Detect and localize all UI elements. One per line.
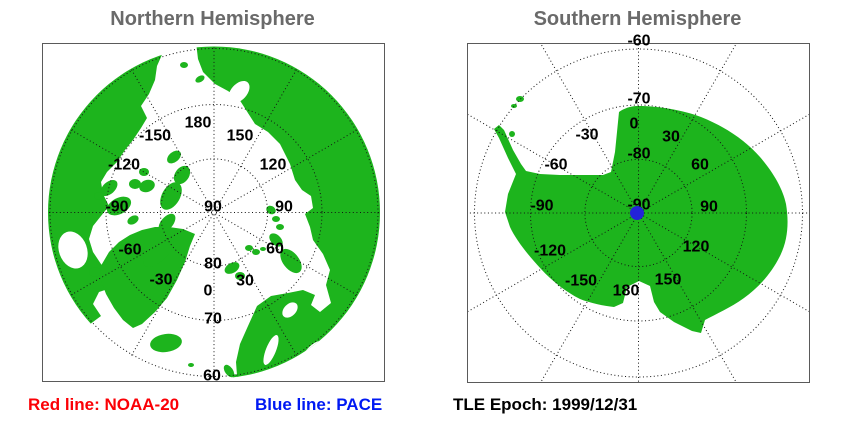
graticule-label: -60 <box>544 157 567 174</box>
legend-noaa20: Red line: NOAA-20 <box>28 395 180 414</box>
legend-pace: Blue line: PACE <box>255 395 383 414</box>
north-landmasses <box>48 46 380 379</box>
graticule-label: -150 <box>139 128 171 145</box>
graticule-label: 150 <box>655 272 682 289</box>
south-panel-title: Southern Hemisphere <box>533 8 742 30</box>
latitude-ring <box>530 104 747 322</box>
graticule-label: 180 <box>613 283 640 300</box>
graticule-label: -30 <box>575 127 598 144</box>
graticule-label: 60 <box>691 157 709 174</box>
graticule-label: 90 <box>204 199 222 216</box>
graticule-label: 60 <box>203 368 221 385</box>
north-hemisphere-map: 180 150 -150 120 -120 90 -90 60 -60 30 -30 0 90 80 70 6… <box>42 43 385 385</box>
graticule-label: -60 <box>118 242 141 259</box>
graticule-label: -90 <box>530 198 553 215</box>
graticule-label: -70 <box>627 91 650 108</box>
graticule-label: -60 <box>627 33 650 50</box>
graticule-label: 180 <box>185 115 212 132</box>
graticule <box>48 46 380 379</box>
graticule-label: -150 <box>565 273 597 290</box>
graticule-label: 60 <box>266 241 284 258</box>
graticule-label: 90 <box>275 199 293 216</box>
latitude-ring <box>159 158 269 267</box>
south-landmasses <box>494 96 788 333</box>
graticule-label: 0 <box>630 116 639 133</box>
landmass-arctic-islands <box>224 205 302 280</box>
landmass-antarctica <box>494 106 788 333</box>
graticule-label: -90 <box>105 199 128 216</box>
graticule-label: 120 <box>683 239 710 256</box>
latitude-ring <box>584 158 693 268</box>
tle-epoch: TLE Epoch: 1999/12/31 <box>453 395 638 414</box>
graticule-label: 150 <box>227 128 254 145</box>
landmass-greenland <box>100 227 195 328</box>
graticule-label: 30 <box>662 129 680 146</box>
graticule-label: -80 <box>627 146 650 163</box>
graticule-label: -30 <box>149 272 172 289</box>
graticule <box>468 44 809 382</box>
graticule-label: -120 <box>108 157 140 174</box>
landmass-eurasia <box>196 46 380 378</box>
north-panel-title: Northern Hemisphere <box>110 8 315 30</box>
pace-position-dot <box>630 206 644 220</box>
graticule-label: -120 <box>534 243 566 260</box>
graticule-label: 120 <box>260 157 287 174</box>
landmass-antarctic-islands <box>509 96 524 137</box>
graticule-label: 0 <box>204 283 213 300</box>
graticule-label: 70 <box>204 311 222 328</box>
south-hemisphere-map: -60-70-80-90030-3060-6090-90120-120150-1… <box>467 33 810 383</box>
graticule-label: 30 <box>236 273 254 290</box>
graticule-label: 90 <box>700 199 718 216</box>
latitude-ring <box>105 104 323 321</box>
graticule-label: 80 <box>204 256 222 273</box>
